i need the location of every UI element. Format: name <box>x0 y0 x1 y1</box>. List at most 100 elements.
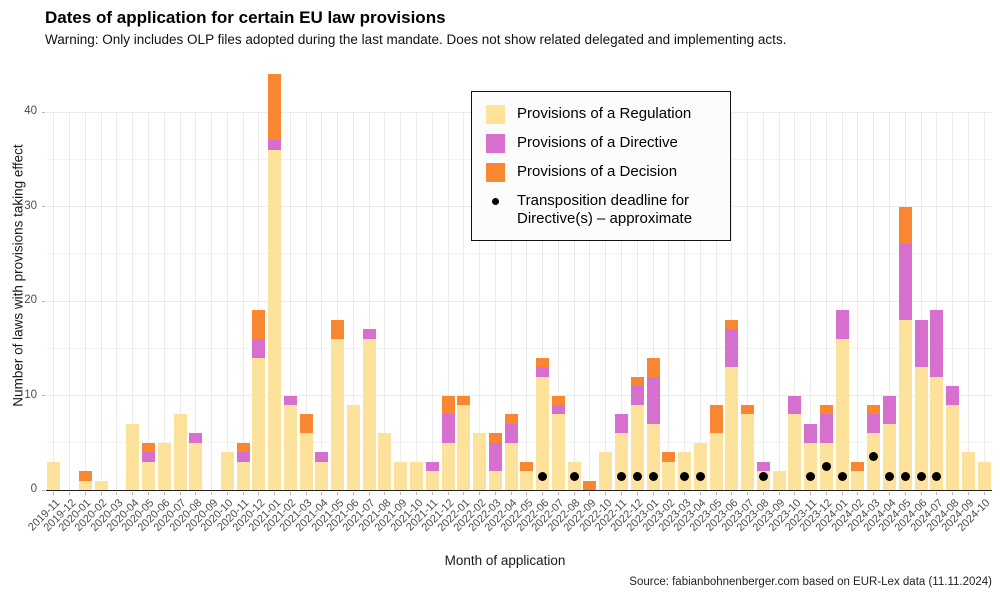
transposition-dot <box>806 472 816 482</box>
gridline-v <box>258 112 260 490</box>
gridline-v <box>873 112 875 490</box>
gridline-v <box>400 112 402 490</box>
gridline-v <box>100 112 102 490</box>
gridline-v <box>211 112 213 490</box>
bar-segment <box>488 442 502 472</box>
chart-title: Dates of application for certain EU law … <box>45 8 446 27</box>
transposition-dot <box>538 472 548 482</box>
regulation-color-swatch <box>486 105 505 124</box>
bar-segment <box>362 329 376 339</box>
bar-segment <box>236 452 250 462</box>
x-tick-mark <box>778 492 780 495</box>
gridline-v <box>352 112 354 490</box>
gridline-v <box>857 112 859 490</box>
x-tick-mark <box>699 492 701 495</box>
bar-segment <box>851 461 865 472</box>
gridline-v <box>416 112 418 490</box>
x-tick-mark <box>731 492 733 495</box>
legend-label-transposition: Transposition deadline for Directive(s) … <box>517 192 693 228</box>
transposition-dot <box>632 472 642 482</box>
gridline-v <box>841 112 843 490</box>
x-tick-mark <box>952 492 954 495</box>
x-tick-mark <box>825 492 827 495</box>
bar-segment <box>394 461 408 490</box>
gridline-v <box>321 112 323 490</box>
gridline-h <box>46 347 992 349</box>
x-tick-mark <box>179 492 181 495</box>
gridline-v <box>368 112 370 490</box>
gridline-h <box>46 442 992 444</box>
bar-segment <box>867 404 881 415</box>
x-tick-mark <box>211 492 213 495</box>
bar-segment <box>520 471 534 490</box>
bar-segment <box>804 423 818 443</box>
x-tick-mark <box>163 492 165 495</box>
bar-segment <box>457 395 471 405</box>
bar-segment <box>189 433 203 443</box>
gridline-v <box>573 112 575 490</box>
y-tick-label: 0 <box>30 483 37 495</box>
bar-segment <box>662 461 676 490</box>
x-tick-mark <box>636 492 638 495</box>
x-tick-mark <box>936 492 938 495</box>
gridline-v <box>479 112 481 490</box>
gridline-v <box>463 112 465 490</box>
gridline-v <box>305 112 307 490</box>
gridline-h <box>46 395 992 396</box>
x-tick-mark <box>69 492 71 495</box>
x-tick-mark <box>857 492 859 495</box>
gridline-v <box>242 112 244 490</box>
bar-segment <box>362 338 376 490</box>
gridline-v <box>384 112 386 490</box>
y-tick-label: 30 <box>24 199 37 212</box>
bar-segment <box>299 433 313 490</box>
x-tick-mark <box>289 492 291 495</box>
bar-segment <box>867 433 881 490</box>
bar-segment <box>662 452 676 462</box>
x-tick-mark <box>904 492 906 495</box>
bar-segment <box>977 461 991 490</box>
x-tick-mark <box>321 492 323 495</box>
bar-segment <box>236 442 250 453</box>
x-tick-mark <box>431 492 433 495</box>
bar-segment <box>331 319 345 339</box>
x-tick-mark <box>920 492 922 495</box>
bar-segment <box>268 140 282 150</box>
gridline-v <box>163 112 165 490</box>
bar-segment <box>914 319 928 368</box>
gridline-v <box>778 112 780 490</box>
bar-segment <box>236 461 250 490</box>
y-tick-mark <box>42 206 45 207</box>
decision-color-swatch <box>486 163 505 182</box>
gridline-v <box>226 112 228 490</box>
transposition-dot <box>885 472 895 482</box>
y-tick-mark <box>42 111 45 113</box>
bar-segment <box>536 367 550 377</box>
gridline-v <box>494 112 496 490</box>
bar-segment <box>488 433 502 443</box>
bar-segment <box>220 452 234 490</box>
gridline-v <box>289 112 291 490</box>
transposition-dot-icon <box>486 192 505 211</box>
x-tick-mark <box>305 492 307 495</box>
gridline-v <box>447 112 449 490</box>
bar-segment <box>914 367 928 490</box>
y-axis-title: Number of laws with provisions taking ef… <box>10 144 26 407</box>
bar-segment <box>425 471 439 490</box>
transposition-dot <box>648 472 658 482</box>
bar-segment <box>693 442 707 490</box>
bar-segment <box>47 461 61 490</box>
bar-segment <box>646 357 660 377</box>
directive-color-swatch <box>486 134 505 153</box>
x-tick-mark <box>274 492 276 495</box>
gridline-v <box>731 112 733 490</box>
bar-segment <box>930 310 944 377</box>
bar-segment <box>141 461 155 490</box>
x-tick-mark <box>226 492 228 495</box>
x-tick-mark <box>841 492 843 495</box>
bar-segment <box>551 395 565 405</box>
gridline-v <box>557 112 559 490</box>
bar-segment <box>425 461 439 472</box>
